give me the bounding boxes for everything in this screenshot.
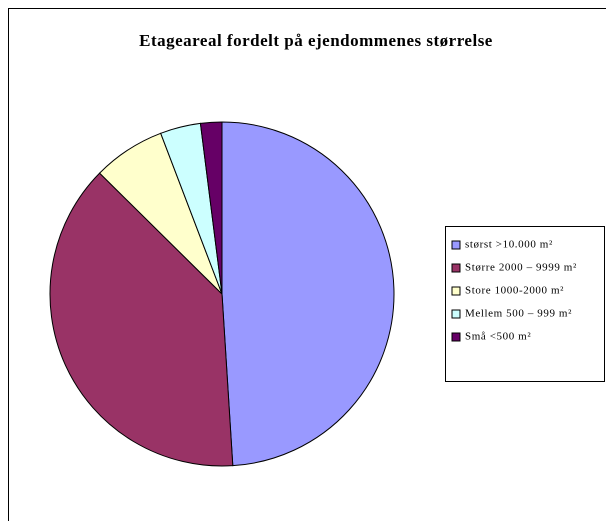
legend-swatch (451, 240, 461, 250)
legend-swatch (451, 332, 461, 342)
legend-box (445, 226, 605, 382)
legend-label: Mellem 500 – 999 m² (465, 308, 572, 320)
legend-swatch (451, 309, 461, 319)
pie-slice (199, 121, 223, 295)
legend-label: Store 1000-2000 m² (465, 285, 564, 297)
chart-title: Etageareal fordelt på ejendommenes størr… (139, 31, 493, 50)
pie-slice (221, 121, 395, 467)
legend-label: størst >10.000 m² (465, 239, 553, 251)
pie-slice (49, 172, 234, 467)
legend-label: Større 2000 – 9999 m² (465, 262, 577, 274)
legend-swatch (451, 286, 461, 296)
legend-swatch (451, 263, 461, 273)
legend-label: Små <500 m² (465, 331, 531, 343)
